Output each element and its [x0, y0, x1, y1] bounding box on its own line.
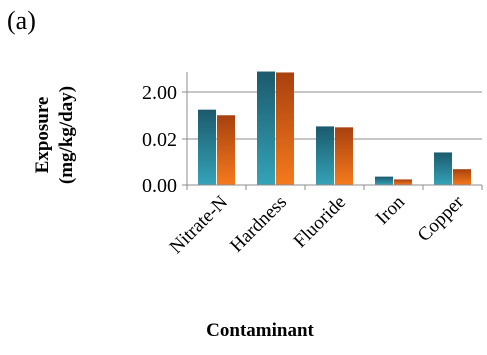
bar-series1-nitrate-n: [198, 109, 216, 185]
panel-label: (a): [7, 6, 36, 35]
bar-series2-copper: [453, 169, 471, 185]
x-tick-label: Copper: [414, 191, 469, 246]
bar-series2-fluoride: [335, 127, 353, 185]
y-tick-label: 0.00: [142, 175, 177, 197]
gridlines: [187, 91, 482, 140]
bar-series1-copper: [434, 152, 452, 185]
x-tick-label: Nitrate-N: [166, 191, 233, 258]
x-tick-label: Fluoride: [290, 192, 350, 252]
bar-series2-hardness: [276, 72, 294, 185]
bar-series2-nitrate-n: [217, 115, 235, 185]
bars: [198, 71, 471, 185]
y-tick-label: 0.02: [142, 129, 177, 151]
bar-series2-iron: [394, 179, 412, 185]
bar-series1-hardness: [257, 71, 275, 185]
bar-series1-iron: [375, 176, 393, 185]
x-tick-label: Iron: [372, 191, 410, 229]
y-axis-title-line2: (mg/kg/day): [56, 86, 77, 184]
y-axis-title-line1: Exposure: [32, 97, 53, 174]
x-tick-label: Hardness: [226, 192, 291, 257]
y-tick-label: 2.00: [142, 82, 177, 104]
x-axis-title: Contaminant: [206, 320, 314, 341]
bar-series1-fluoride: [316, 126, 334, 185]
